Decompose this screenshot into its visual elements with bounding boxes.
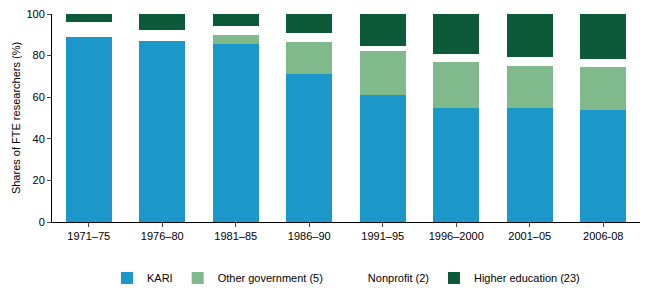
svg-text:60: 60 [33, 91, 45, 103]
svg-text:1976–80: 1976–80 [141, 230, 184, 242]
svg-text:Nonprofit (2): Nonprofit (2) [368, 272, 429, 284]
svg-text:Higher education (23): Higher education (23) [474, 272, 580, 284]
svg-text:80: 80 [33, 49, 45, 61]
svg-text:1971–75: 1971–75 [67, 230, 110, 242]
svg-text:40: 40 [33, 133, 45, 145]
svg-text:Other government (5): Other government (5) [218, 272, 323, 284]
svg-text:Shares of FTE researchers (%): Shares of FTE researchers (%) [10, 42, 22, 194]
svg-text:2006-08: 2006-08 [583, 230, 623, 242]
svg-text:0: 0 [39, 216, 45, 228]
svg-text:1996–2000: 1996–2000 [429, 230, 484, 242]
svg-text:1981–85: 1981–85 [214, 230, 257, 242]
svg-text:KARI: KARI [147, 272, 173, 284]
svg-text:100: 100 [26, 8, 44, 20]
svg-text:20: 20 [33, 174, 45, 186]
svg-text:1986–90: 1986–90 [288, 230, 331, 242]
svg-text:1991–95: 1991–95 [361, 230, 404, 242]
svg-text:2001–05: 2001–05 [508, 230, 551, 242]
